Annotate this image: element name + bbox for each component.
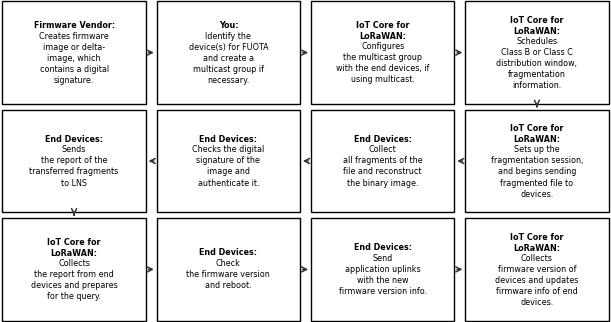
Text: Sets up the
fragmentation session,
and begins sending
fragmented file to
devices: Sets up the fragmentation session, and b… xyxy=(491,145,583,199)
Text: IoT Core for
LoRaWAN:: IoT Core for LoRaWAN: xyxy=(356,21,409,41)
Text: Creates firmware
image or delta-
image, which
contains a digital
signature.: Creates firmware image or delta- image, … xyxy=(39,32,109,85)
Text: Firmware Vendor:: Firmware Vendor: xyxy=(34,21,115,30)
Bar xyxy=(311,218,455,321)
Text: End Devices:: End Devices: xyxy=(354,243,412,252)
Bar xyxy=(311,110,455,212)
Text: IoT Core for
LoRaWAN:: IoT Core for LoRaWAN: xyxy=(47,238,101,258)
Text: IoT Core for
LoRaWAN:: IoT Core for LoRaWAN: xyxy=(510,124,564,145)
Text: IoT Core for
LoRaWAN:: IoT Core for LoRaWAN: xyxy=(510,233,564,253)
Bar xyxy=(156,110,300,212)
Text: End Devices:: End Devices: xyxy=(199,249,257,258)
Bar xyxy=(156,1,300,104)
Bar xyxy=(466,1,609,104)
Text: End Devices:: End Devices: xyxy=(199,135,257,144)
Text: Schedules
Class B or Class C
distribution window,
fragmentation
information.: Schedules Class B or Class C distributio… xyxy=(496,37,577,90)
Text: Configures
the multicast group
with the end devices, if
using multicast.: Configures the multicast group with the … xyxy=(336,42,430,84)
Bar xyxy=(466,110,609,212)
Text: Identify the
device(s) for FUOTA
and create a
multicast group if
necessary.: Identify the device(s) for FUOTA and cre… xyxy=(189,32,268,85)
Text: End Devices:: End Devices: xyxy=(45,135,103,144)
Text: IoT Core for
LoRaWAN:: IoT Core for LoRaWAN: xyxy=(510,16,564,36)
Text: You:: You: xyxy=(219,21,238,30)
Text: Check
the firmware version
and reboot.: Check the firmware version and reboot. xyxy=(186,259,270,290)
Text: Collects
the report from end
devices and prepares
for the query.: Collects the report from end devices and… xyxy=(31,259,117,301)
Bar xyxy=(2,218,145,321)
Text: Sends
the report of the
transferred fragments
to LNS: Sends the report of the transferred frag… xyxy=(29,145,119,188)
Text: Collects
firmware version of
devices and updates
firmware info of end
devices.: Collects firmware version of devices and… xyxy=(496,254,579,307)
Text: Checks the digital
signature of the
image and
authenticate it.: Checks the digital signature of the imag… xyxy=(192,145,265,188)
Bar xyxy=(311,1,455,104)
Bar xyxy=(466,218,609,321)
Bar xyxy=(2,1,145,104)
Text: Send
application uplinks
with the new
firmware version info.: Send application uplinks with the new fi… xyxy=(338,254,426,296)
Bar xyxy=(2,110,145,212)
Text: End Devices:: End Devices: xyxy=(354,135,412,144)
Bar xyxy=(156,218,300,321)
Text: Collect
all fragments of the
file and reconstruct
the binary image.: Collect all fragments of the file and re… xyxy=(343,145,422,188)
